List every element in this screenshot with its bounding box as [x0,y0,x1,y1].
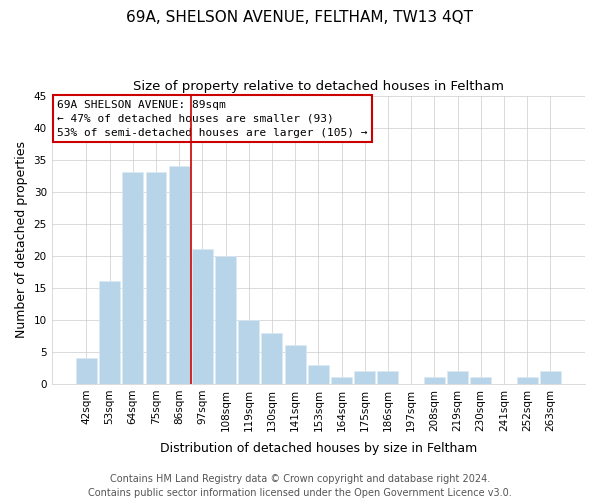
Y-axis label: Number of detached properties: Number of detached properties [15,141,28,338]
Bar [238,320,259,384]
Text: 69A, SHELSON AVENUE, FELTHAM, TW13 4QT: 69A, SHELSON AVENUE, FELTHAM, TW13 4QT [127,10,473,25]
Bar [377,371,398,384]
Text: 69A SHELSON AVENUE: 89sqm
← 47% of detached houses are smaller (93)
53% of semi-: 69A SHELSON AVENUE: 89sqm ← 47% of detac… [57,100,367,138]
Bar [447,371,468,384]
Bar [122,172,143,384]
Bar [354,371,375,384]
Bar [146,172,166,384]
Bar [470,378,491,384]
Bar [517,378,538,384]
Bar [192,250,213,384]
Bar [424,378,445,384]
X-axis label: Distribution of detached houses by size in Feltham: Distribution of detached houses by size … [160,442,477,455]
Bar [284,346,305,384]
Bar [308,364,329,384]
Bar [331,378,352,384]
Text: Contains HM Land Registry data © Crown copyright and database right 2024.
Contai: Contains HM Land Registry data © Crown c… [88,474,512,498]
Bar [262,332,283,384]
Bar [215,256,236,384]
Bar [540,371,561,384]
Bar [169,166,190,384]
Bar [99,282,120,384]
Title: Size of property relative to detached houses in Feltham: Size of property relative to detached ho… [133,80,504,93]
Bar [76,358,97,384]
